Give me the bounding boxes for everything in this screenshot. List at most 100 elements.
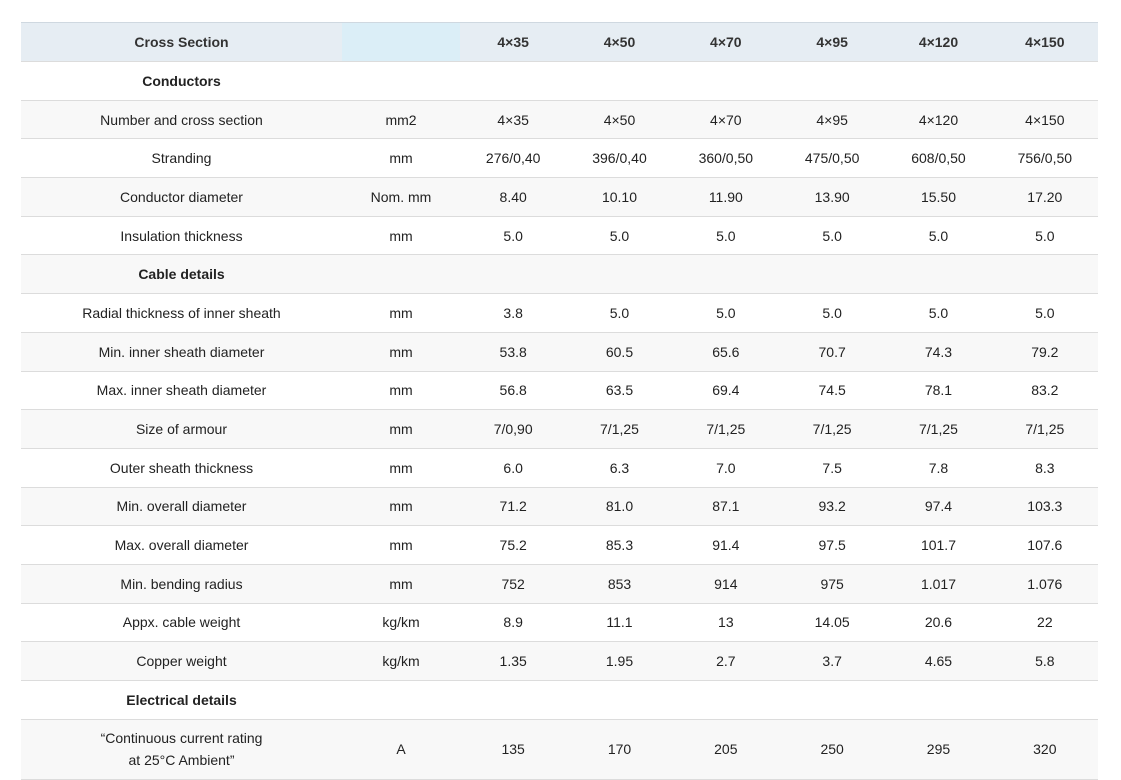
row-value: 1.95 xyxy=(566,641,673,681)
row-value: 5.0 xyxy=(885,293,992,333)
row-label: Radial thickness of inner sheath xyxy=(21,293,342,333)
row-value: 8.9 xyxy=(460,603,567,643)
row-value: 5.0 xyxy=(991,216,1098,256)
row-value: 5.0 xyxy=(885,216,992,256)
row-value: 15.50 xyxy=(885,177,992,217)
section-title: Cable details xyxy=(21,254,342,295)
row-value: 608/0,50 xyxy=(885,138,992,179)
row-label-text: Max. inner sheath diameter xyxy=(96,382,267,399)
row-value: 74.5 xyxy=(778,371,886,411)
row-label-text: Min. overall diameter xyxy=(116,498,247,515)
row-value: 87.1 xyxy=(672,487,779,527)
row-value: 135 xyxy=(460,719,567,780)
row-value: 4×70 xyxy=(672,100,779,140)
row-label: Min. overall diameter xyxy=(21,487,342,527)
empty-cell xyxy=(566,680,673,720)
header-column: 4×120 xyxy=(885,22,992,62)
row-value: 81.0 xyxy=(566,487,673,527)
row-value: 360/0,50 xyxy=(672,138,779,179)
row-value: 4×95 xyxy=(778,100,886,140)
row-label-text: Conductor diameter xyxy=(120,188,243,205)
table-row: Insulation thickness mm 5.0 5.0 5.0 5.0 5.0 5.0 xyxy=(21,216,1098,256)
row-value: 22 xyxy=(991,603,1098,643)
row-label: Outer sheath thickness xyxy=(21,448,342,488)
row-label-text: Number and cross section xyxy=(100,111,263,128)
row-value: 5.0 xyxy=(778,216,886,256)
table-row: Radial thickness of inner sheath mm 3.8 5.0… xyxy=(21,293,1098,333)
row-unit: mm xyxy=(342,371,460,411)
row-value: 71.2 xyxy=(460,487,567,527)
row-value: 396/0,40 xyxy=(566,138,673,179)
row-label: Copper weight xyxy=(21,641,342,681)
empty-cell xyxy=(672,61,779,101)
empty-cell xyxy=(885,254,992,295)
row-unit: mm xyxy=(342,409,460,449)
row-unit: kg/km xyxy=(342,641,460,681)
row-unit: kg/km xyxy=(342,603,460,643)
empty-cell xyxy=(342,61,460,101)
row-value: 7/1,25 xyxy=(885,409,992,449)
row-unit: mm xyxy=(342,487,460,527)
header-title: Cross Section xyxy=(21,22,342,62)
row-value: 103.3 xyxy=(991,487,1098,527)
empty-cell xyxy=(672,254,779,295)
header-column: 4×50 xyxy=(566,22,673,62)
empty-cell xyxy=(342,680,460,720)
empty-cell xyxy=(672,680,779,720)
row-value: 5.0 xyxy=(672,293,779,333)
row-value: 20.6 xyxy=(885,603,992,643)
row-value: 4×35 xyxy=(460,100,567,140)
row-value: 7/1,25 xyxy=(566,409,673,449)
row-label-text: Copper weight xyxy=(136,653,227,670)
section-title: Conductors xyxy=(21,61,342,101)
row-unit: mm2 xyxy=(342,100,460,140)
table-row: Min. inner sheath diameter mm 53.8 60.5 65.6… xyxy=(21,332,1098,372)
header-column: 4×35 xyxy=(460,22,567,62)
empty-cell xyxy=(460,680,567,720)
empty-cell xyxy=(460,61,567,101)
row-value: 475/0,50 xyxy=(778,138,886,179)
row-value: 101.7 xyxy=(885,525,992,565)
row-value: 205 xyxy=(672,719,779,780)
row-value: 276/0,40 xyxy=(460,138,567,179)
empty-cell xyxy=(342,254,460,295)
row-value: 5.0 xyxy=(566,216,673,256)
table-row: Stranding mm 276/0,40 396/0,40 360/0,50 475/0… xyxy=(21,138,1098,179)
row-value: 7/1,25 xyxy=(991,409,1098,449)
row-value: 11.90 xyxy=(672,177,779,217)
row-label: Size of armour xyxy=(21,409,342,449)
row-unit: mm xyxy=(342,525,460,565)
table-row: Min. bending radius mm 752 853 914 975 1.017 1.… xyxy=(21,564,1098,604)
row-value: 7/1,25 xyxy=(672,409,779,449)
header-unit xyxy=(342,22,460,62)
empty-cell xyxy=(991,61,1098,101)
row-label-text: “Continuous current rating at 25°C Ambie… xyxy=(100,730,263,769)
row-label: Insulation thickness xyxy=(21,216,342,256)
empty-cell xyxy=(885,680,992,720)
row-value: 11.1 xyxy=(566,603,673,643)
row-value: 3.7 xyxy=(778,641,886,681)
row-value: 107.6 xyxy=(991,525,1098,565)
row-unit: mm xyxy=(342,564,460,604)
row-value: 6.0 xyxy=(460,448,567,488)
table-row: Conductors xyxy=(21,61,1098,101)
row-label-text: Insulation thickness xyxy=(120,227,243,244)
table-row: Max. inner sheath diameter mm 56.8 63.5 69.4… xyxy=(21,371,1098,411)
section-title: Electrical details xyxy=(21,680,342,720)
row-value: 6.3 xyxy=(566,448,673,488)
row-label: Number and cross section xyxy=(21,100,342,140)
row-label: Max. inner sheath diameter xyxy=(21,371,342,411)
table-row: Max. overall diameter mm 75.2 85.3 91.4 97.5 1… xyxy=(21,525,1098,565)
row-value: 5.0 xyxy=(566,293,673,333)
table-header: Cross Section 4×35 4×50 4×70 4×95 4×120 4×150 xyxy=(21,22,1098,62)
spec-table-wrap: Cross Section 4×35 4×50 4×70 4×95 4×120 4×150… xyxy=(21,22,1098,780)
header-row: Cross Section 4×35 4×50 4×70 4×95 4×120 4×150 xyxy=(21,22,1098,62)
row-value: 250 xyxy=(778,719,886,780)
row-value: 83.2 xyxy=(991,371,1098,411)
row-label-text: Appx. cable weight xyxy=(122,614,241,631)
row-value: 975 xyxy=(778,564,886,604)
empty-cell xyxy=(991,680,1098,720)
empty-cell xyxy=(885,61,992,101)
table-row: “Continuous current rating at 25°C Ambie… xyxy=(21,719,1098,780)
